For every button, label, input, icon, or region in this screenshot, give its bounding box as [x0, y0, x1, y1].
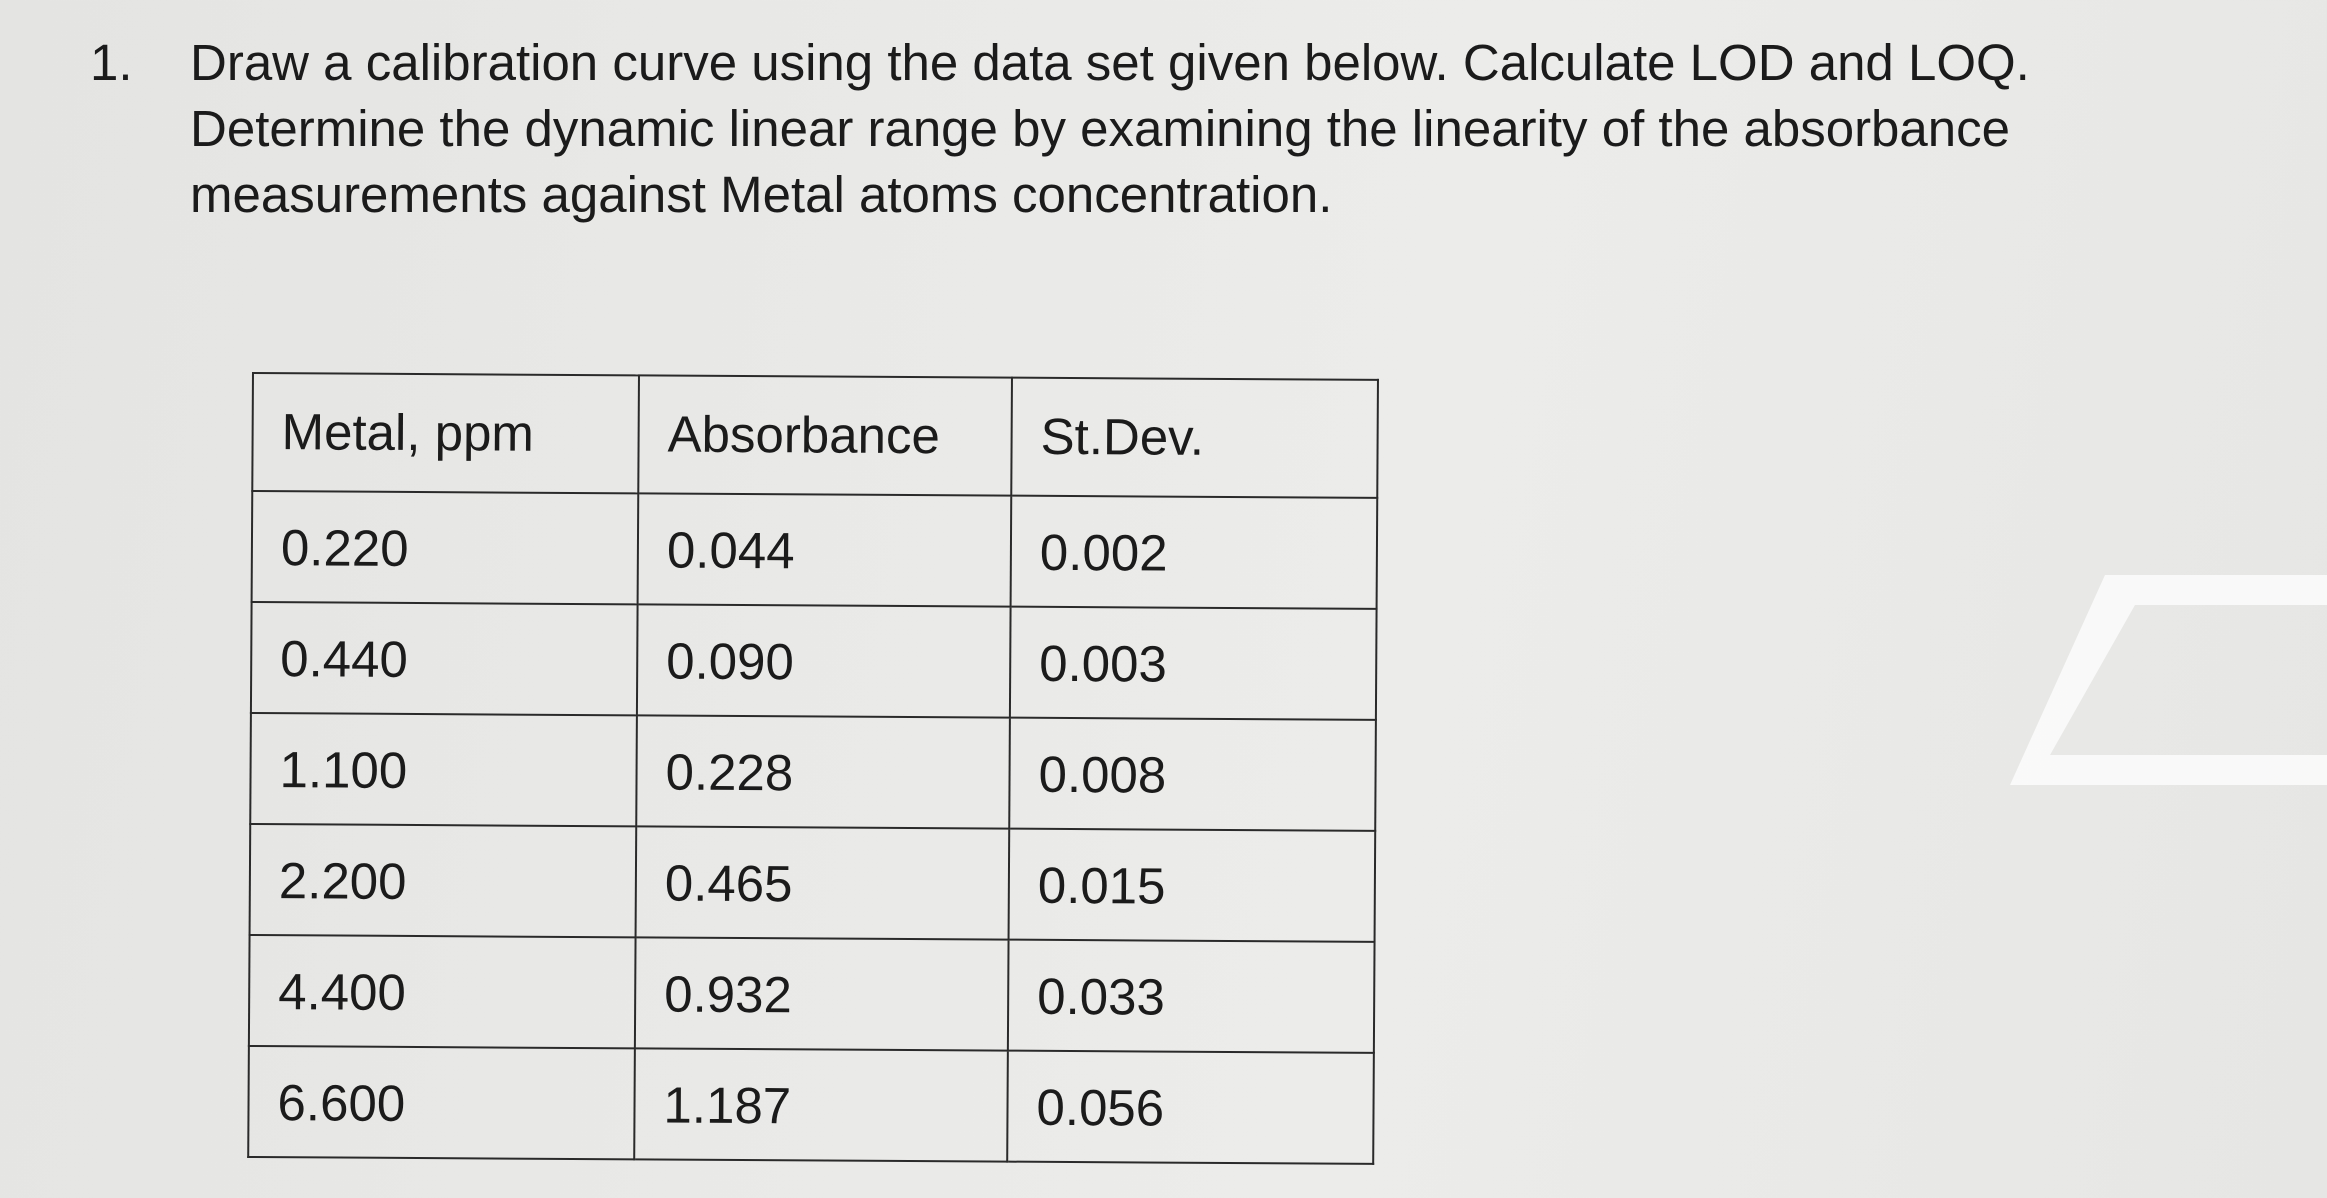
- cell-st-dev: 0.015: [1008, 828, 1376, 942]
- cell-metal: 1.100: [250, 712, 637, 827]
- screen-glare: [2010, 575, 2327, 785]
- table-row: 0.220 0.044 0.002: [251, 491, 1378, 609]
- cell-absorbance: 1.187: [634, 1048, 1008, 1162]
- table-header-row: Metal, ppm Absorbance St.Dev.: [252, 373, 1378, 498]
- question-text: Draw a calibration curve using the data …: [190, 30, 2270, 228]
- question-number: 1.: [90, 34, 133, 91]
- cell-absorbance: 0.228: [636, 715, 1010, 829]
- table-row: 1.100 0.228 0.008: [250, 712, 1376, 831]
- question-line: Draw a calibration curve using the data …: [190, 34, 2030, 91]
- cell-st-dev: 0.033: [1007, 939, 1375, 1053]
- cell-metal: 0.220: [251, 491, 639, 605]
- question-line: measurements against Metal atoms concent…: [190, 166, 1333, 223]
- table-row: 6.600 1.187 0.056: [248, 1045, 1374, 1164]
- cell-st-dev: 0.056: [1007, 1050, 1374, 1164]
- table-row: 0.440 0.090 0.003: [250, 602, 1377, 720]
- cell-st-dev: 0.002: [1010, 495, 1378, 609]
- cell-st-dev: 0.008: [1009, 717, 1376, 831]
- cell-absorbance: 0.465: [635, 826, 1010, 940]
- cell-metal: 0.440: [250, 602, 638, 716]
- calibration-data-table: Metal, ppm Absorbance St.Dev. 0.220 0.04…: [247, 372, 1379, 1165]
- cell-st-dev: 0.003: [1009, 606, 1377, 720]
- cell-absorbance: 0.932: [634, 937, 1009, 1051]
- table-row: 2.200 0.465 0.015: [249, 823, 1376, 942]
- header-st-dev: St.Dev.: [1011, 377, 1378, 498]
- header-metal-ppm: Metal, ppm: [252, 373, 639, 494]
- question-line: Determine the dynamic linear range by ex…: [190, 100, 2011, 157]
- cell-absorbance: 0.044: [637, 493, 1012, 607]
- table-row: 4.400 0.932 0.033: [248, 934, 1375, 1053]
- cell-metal: 4.400: [248, 934, 636, 1049]
- cell-absorbance: 0.090: [636, 604, 1011, 718]
- cell-metal: 2.200: [249, 823, 637, 938]
- header-absorbance: Absorbance: [638, 375, 1012, 496]
- cell-metal: 6.600: [248, 1045, 635, 1160]
